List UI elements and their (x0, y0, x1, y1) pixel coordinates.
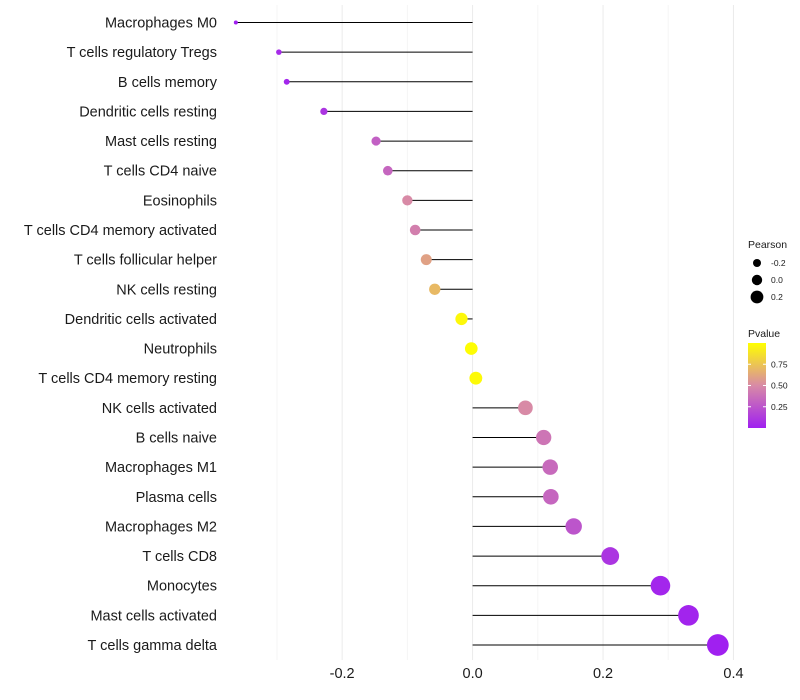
y-axis-label: T cells regulatory Tregs (67, 45, 217, 61)
y-axis-label: Mast cells resting (105, 134, 217, 150)
y-axis-label: B cells memory (118, 75, 218, 91)
lollipop-point (429, 283, 441, 295)
legend-pearson: Pearson -0.2 0.0 0.2 (748, 239, 787, 304)
y-axis-label: Neutrophils (144, 342, 217, 358)
y-axis-label: Dendritic cells activated (65, 312, 217, 328)
y-axis-label: Eosinophils (143, 193, 217, 209)
lollipop-point (469, 371, 483, 385)
x-axis-tick-label: -0.2 (330, 666, 355, 682)
lollipop-point (371, 136, 381, 146)
lollipop-point (706, 634, 729, 656)
lollipop-point (283, 78, 290, 85)
x-axis-tick-label: 0.2 (593, 666, 613, 682)
lollipop-point (543, 488, 559, 505)
y-axis-label: Mast cells activated (90, 608, 217, 624)
legend-pvalue-label: 0.25 (771, 402, 788, 412)
y-axis-label: T cells CD8 (142, 549, 217, 565)
y-axis-label: T cells CD4 memory resting (38, 371, 217, 387)
legend-pearson-label: 0.0 (771, 275, 783, 285)
x-axis-tick-label: 0.0 (463, 666, 483, 682)
y-axis-label: Monocytes (147, 579, 217, 595)
y-axis-label: T cells CD4 naive (104, 164, 217, 180)
y-axis-labels: Macrophages M0 T cells regulatory Tregs B… (24, 16, 218, 655)
legend-pvalue-label: 0.75 (771, 359, 788, 369)
lollipop-point (542, 459, 558, 475)
lollipop-point (233, 20, 238, 25)
lollipop-point (601, 547, 620, 565)
y-axis-label: Plasma cells (136, 490, 217, 506)
legend-pearson-key (751, 274, 763, 286)
lollipop-points (233, 20, 729, 656)
y-axis-label: Dendritic cells resting (79, 104, 217, 120)
lollipop-point (409, 224, 421, 236)
legend-pvalue: Pvalue 0.75 0.50 0.25 (748, 328, 788, 428)
lollipop-point (565, 518, 582, 535)
x-axis-tick-label: 0.4 (723, 666, 743, 682)
lollipop-point (518, 400, 533, 416)
y-axis-label: Macrophages M1 (105, 460, 217, 476)
lollipop-point (650, 575, 671, 596)
legend-pvalue-title: Pvalue (748, 328, 780, 340)
lollipop-point (455, 312, 468, 326)
lollipop-point (420, 254, 432, 266)
lollipop-stems (235, 22, 718, 646)
lollipop-point (464, 342, 478, 355)
legend-pvalue-colorbar (748, 343, 766, 428)
legend-pearson-key (750, 290, 764, 304)
legend-pvalue-label: 0.50 (771, 381, 788, 391)
legend-pearson-key (753, 259, 761, 267)
y-axis-label: NK cells resting (116, 282, 217, 298)
grid-lines (276, 5, 734, 660)
lollipop-point (320, 107, 328, 116)
legend-pearson-label: -0.2 (771, 258, 786, 268)
y-axis-label: Macrophages M0 (105, 16, 217, 32)
lollipop-point (678, 605, 699, 626)
y-axis-label: T cells gamma delta (88, 638, 218, 654)
y-axis-label: T cells follicular helper (74, 253, 217, 269)
legend-pearson-label: 0.2 (771, 292, 783, 302)
lollipop-point (276, 49, 282, 55)
y-axis-label: B cells naive (136, 431, 217, 447)
lollipop-point (402, 195, 413, 206)
x-axis-ticks: -0.2 0.0 0.2 0.4 (330, 666, 744, 682)
legend-pearson-title: Pearson (748, 239, 787, 251)
y-axis-label: T cells CD4 memory activated (24, 223, 217, 239)
lollipop-point (536, 429, 552, 446)
lollipop-point (382, 165, 393, 176)
y-axis-label: NK cells activated (102, 401, 217, 417)
y-axis-label: Macrophages M2 (105, 519, 217, 535)
